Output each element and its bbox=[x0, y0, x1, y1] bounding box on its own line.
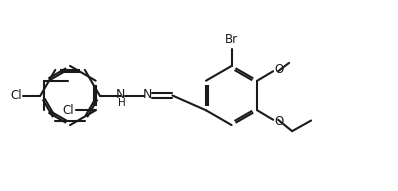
Text: H: H bbox=[118, 99, 125, 108]
Text: N: N bbox=[143, 88, 152, 101]
Text: O: O bbox=[274, 63, 283, 76]
Text: Br: Br bbox=[225, 33, 238, 46]
Text: N: N bbox=[116, 88, 125, 101]
Text: Cl: Cl bbox=[62, 104, 74, 117]
Text: O: O bbox=[274, 115, 283, 128]
Text: Cl: Cl bbox=[10, 89, 21, 102]
